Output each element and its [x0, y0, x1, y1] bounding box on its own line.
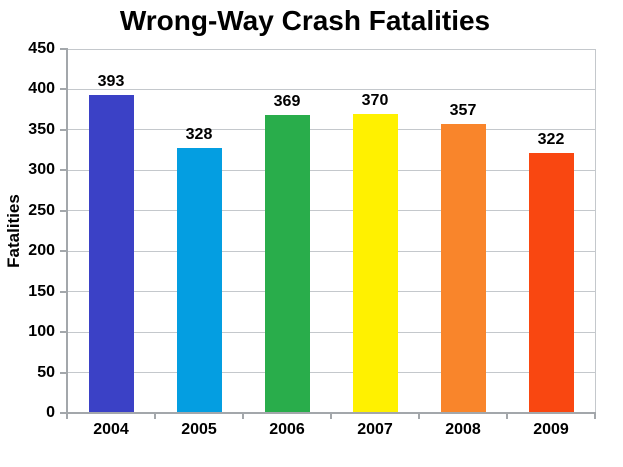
y-tick-mark	[60, 250, 67, 253]
gridline	[67, 210, 595, 212]
bar-value-label: 369	[273, 92, 301, 110]
gridline	[67, 331, 595, 333]
gridline	[67, 129, 595, 131]
bar-value-label: 322	[537, 130, 565, 148]
bar-value-label: 357	[449, 102, 477, 120]
bar-2005	[176, 147, 222, 413]
x-tick-mark	[66, 413, 68, 419]
x-tick-mark	[418, 413, 420, 419]
x-tick-mark	[330, 413, 332, 419]
y-tick-label: 0	[46, 404, 55, 421]
y-tick-label: 300	[28, 161, 55, 179]
x-tick-label: 2008	[445, 421, 481, 438]
gridline	[67, 88, 595, 90]
chart-title: Wrong-Way Crash Fatalities	[119, 5, 491, 36]
x-tick-mark	[154, 413, 156, 419]
y-tick-label: 200	[28, 242, 55, 260]
x-tick-label: 2005	[181, 421, 217, 438]
y-tick-label: 100	[28, 323, 55, 341]
y-tick-mark	[60, 371, 67, 374]
y-tick-label: 400	[28, 80, 55, 98]
gridline	[67, 48, 595, 50]
x-tick-label: 2007	[357, 421, 393, 438]
y-tick-mark	[60, 412, 67, 414]
bar-value-label: 328	[185, 125, 213, 143]
gridline	[67, 250, 595, 252]
y-tick-mark	[60, 209, 67, 212]
x-tick-mark	[594, 413, 596, 419]
plot-right-border	[595, 49, 596, 413]
y-tick-mark	[60, 331, 67, 334]
x-tick-label: 2006	[269, 421, 305, 438]
y-axis-line	[66, 48, 68, 414]
x-axis-line	[66, 412, 596, 414]
gridline	[67, 291, 595, 293]
x-tick-mark	[242, 413, 244, 419]
y-tick-mark	[60, 169, 67, 172]
bar-2007	[352, 113, 398, 413]
x-tick-mark	[506, 413, 508, 419]
y-tick-label: 350	[28, 120, 55, 138]
bar-value-label: 393	[97, 73, 125, 91]
y-tick-label: 450	[28, 40, 55, 57]
y-tick-mark	[60, 88, 67, 91]
bar-2004	[88, 95, 134, 413]
gridline	[67, 169, 595, 171]
y-tick-label: 150	[28, 282, 55, 300]
y-tick-label: 250	[28, 201, 55, 219]
gridline	[67, 372, 595, 374]
y-tick-mark	[60, 48, 67, 50]
bar-2006	[264, 114, 310, 413]
y-tick-mark	[60, 290, 67, 293]
x-tick-label: 2009	[533, 421, 569, 438]
bar-value-label: 370	[361, 91, 389, 109]
y-tick-mark	[60, 128, 67, 131]
x-tick-label: 2004	[93, 421, 129, 438]
y-tick-label: 50	[37, 363, 55, 381]
bar-2009	[528, 152, 574, 413]
bar-2008	[440, 124, 486, 413]
